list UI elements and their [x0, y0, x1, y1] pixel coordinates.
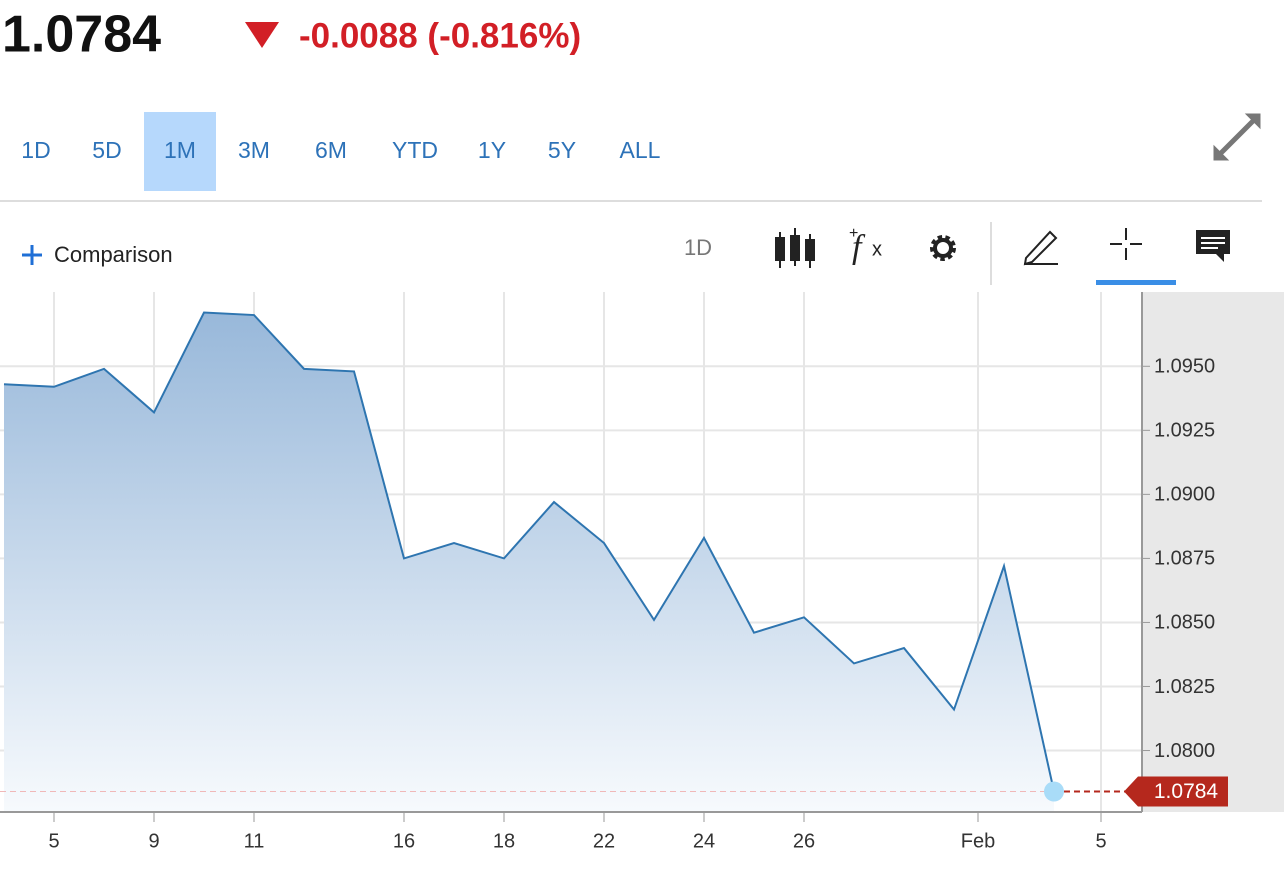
y-tick-label: 1.0825 [1154, 676, 1215, 698]
x-tick-label: 24 [693, 830, 715, 852]
tab[interactable]: 6M [315, 137, 347, 163]
y-tick-label: 1.0800 [1154, 740, 1215, 762]
crosshair-icon[interactable] [1110, 228, 1142, 260]
expand-icon[interactable] [1213, 113, 1261, 161]
tab[interactable]: 5D [92, 137, 121, 163]
price: 1.0784 [2, 6, 161, 64]
active-underline [1096, 280, 1176, 285]
tab[interactable]: 1M [164, 137, 196, 163]
line [3, 311, 1055, 792]
tab[interactable]: YTD [392, 137, 438, 163]
function-icon[interactable]: + f x [849, 225, 882, 266]
y-tick-label: 1.0850 [1154, 612, 1215, 634]
settings-icon[interactable] [930, 235, 956, 261]
tab[interactable]: 1D [21, 137, 50, 163]
down-arrow [245, 22, 279, 48]
chart: 1.0800 1.0825 1.0850 1.0875 1.0900 1.0925 1.09… [0, 292, 1228, 852]
tab[interactable]: 3M [238, 137, 270, 163]
x-tick-label: 9 [148, 830, 159, 852]
tab[interactable]: 5Y [548, 137, 576, 163]
interval[interactable]: 1D [684, 235, 712, 260]
svg-text:+: + [849, 225, 858, 242]
tab[interactable]: ALL [620, 137, 661, 163]
x-tick-label: Feb [961, 830, 995, 852]
candle-icon[interactable] [775, 228, 815, 268]
x-tick-label: 5 [48, 830, 59, 852]
y-tick-label: 1.0925 [1154, 420, 1215, 442]
comparison-button[interactable]: Comparison [22, 242, 173, 267]
tabs: 1D 5D 1M 3M 6M YTD 1Y 5Y ALL [21, 112, 661, 191]
y-tick-label: 1.0900 [1154, 484, 1215, 506]
x-tick-label: 18 [493, 830, 515, 852]
current-label: 1.0784 [1154, 780, 1219, 803]
change: -0.0088 (-0.816%) [299, 16, 581, 55]
last-point [1044, 781, 1064, 802]
svg-text:f: f [852, 229, 866, 266]
tab[interactable]: 1Y [478, 137, 506, 163]
active-tab-bg [144, 112, 216, 191]
axis-panel [1142, 292, 1284, 812]
current-flag [1124, 776, 1228, 807]
draw-icon[interactable] [1023, 230, 1058, 266]
x-tick-label: 5 [1095, 830, 1106, 852]
x-tick-label: 22 [593, 830, 615, 852]
area [4, 312, 1054, 812]
x-tick-label: 11 [244, 830, 265, 852]
notes-icon[interactable] [1196, 230, 1230, 262]
y-tick-label: 1.0950 [1154, 356, 1215, 378]
comparison-label: Comparison [54, 242, 173, 267]
x-tick-label: 16 [393, 830, 415, 852]
svg-text:x: x [872, 238, 882, 260]
y-tick-label: 1.0875 [1154, 548, 1215, 570]
x-tick-label: 26 [793, 830, 815, 852]
